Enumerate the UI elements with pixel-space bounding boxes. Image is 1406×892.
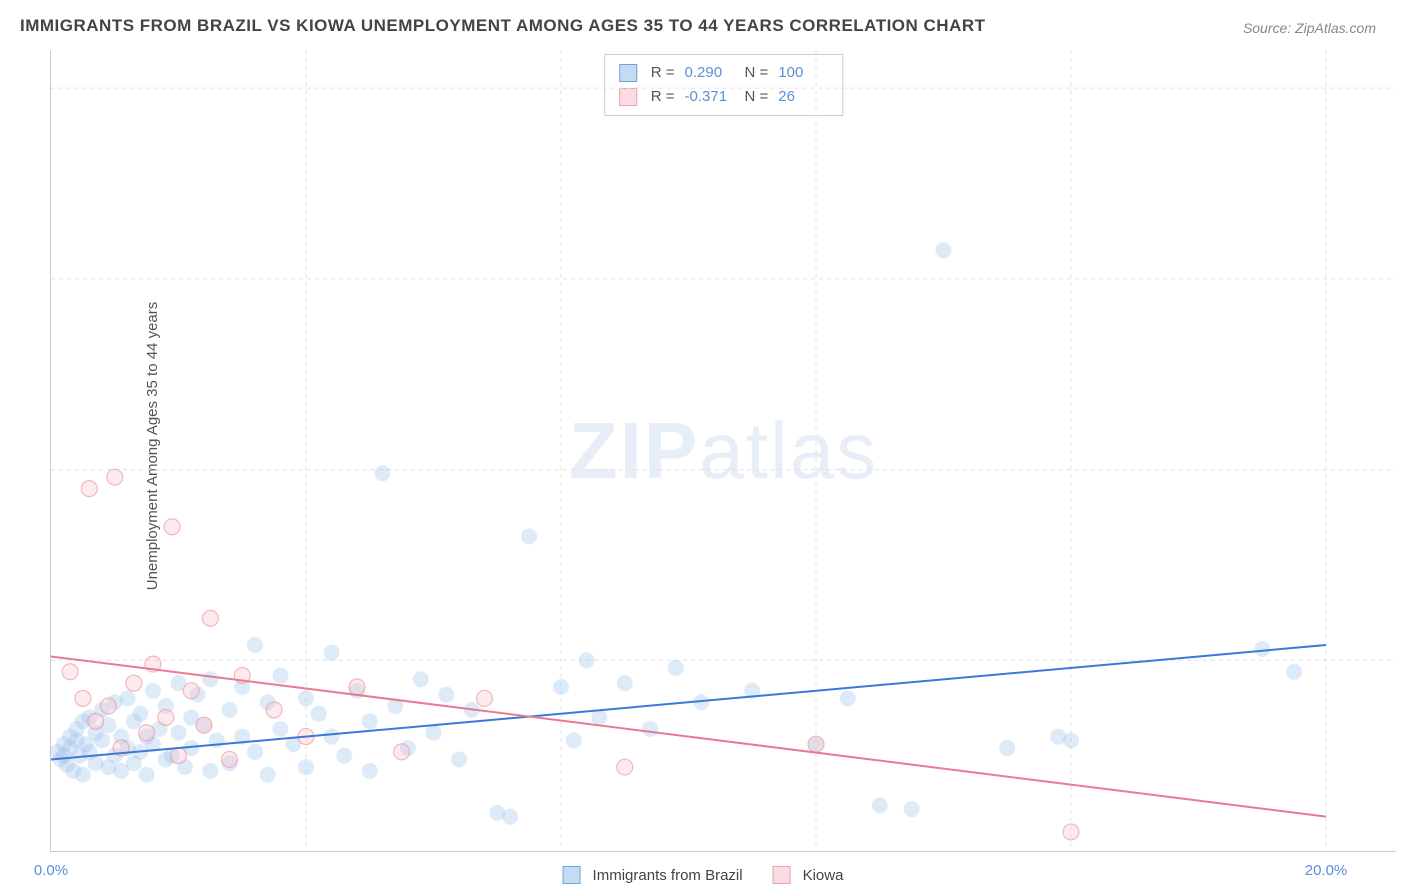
scatter-point-brazil <box>145 683 161 699</box>
scatter-point-brazil <box>1286 664 1302 680</box>
scatter-point-kiowa <box>88 713 104 729</box>
scatter-point-brazil <box>904 801 920 817</box>
scatter-point-kiowa <box>100 698 116 714</box>
scatter-point-brazil <box>298 759 314 775</box>
x-tick-label: 0.0% <box>34 862 68 879</box>
scatter-point-kiowa <box>222 751 238 767</box>
scatter-point-brazil <box>642 721 658 737</box>
scatter-point-brazil <box>502 809 518 825</box>
scatter-point-brazil <box>566 732 582 748</box>
scatter-point-kiowa <box>62 664 78 680</box>
scatter-point-brazil <box>840 690 856 706</box>
scatter-point-kiowa <box>126 675 142 691</box>
scatter-point-kiowa <box>75 690 91 706</box>
scatter-point-brazil <box>579 652 595 668</box>
scatter-point-kiowa <box>1063 824 1079 840</box>
x-tick-label: 20.0% <box>1305 862 1348 879</box>
scatter-point-brazil <box>132 706 148 722</box>
scatter-point-kiowa <box>171 748 187 764</box>
scatter-point-brazil <box>999 740 1015 756</box>
scatter-point-brazil <box>139 767 155 783</box>
scatter-point-brazil <box>362 713 378 729</box>
scatter-point-brazil <box>298 690 314 706</box>
legend-item-kiowa: Kiowa <box>773 866 844 884</box>
scatter-point-brazil <box>617 675 633 691</box>
scatter-point-brazil <box>553 679 569 695</box>
scatter-point-kiowa <box>617 759 633 775</box>
scatter-point-brazil <box>336 748 352 764</box>
scatter-point-kiowa <box>394 744 410 760</box>
scatter-point-brazil <box>451 751 467 767</box>
scatter-point-brazil <box>362 763 378 779</box>
series-legend: Immigrants from Brazil Kiowa <box>563 866 844 884</box>
scatter-point-kiowa <box>266 702 282 718</box>
scatter-point-brazil <box>171 725 187 741</box>
legend-swatch-brazil <box>563 866 581 884</box>
scatter-point-brazil <box>521 528 537 544</box>
scatter-point-brazil <box>1254 641 1270 657</box>
scatter-point-brazil <box>591 710 607 726</box>
scatter-point-brazil <box>202 763 218 779</box>
scatter-point-brazil <box>273 668 289 684</box>
scatter-point-brazil <box>324 729 340 745</box>
scatter-point-brazil <box>94 732 110 748</box>
scatter-point-kiowa <box>202 610 218 626</box>
scatter-point-brazil <box>668 660 684 676</box>
scatter-point-kiowa <box>81 481 97 497</box>
scatter-point-kiowa <box>808 736 824 752</box>
scatter-point-brazil <box>222 702 238 718</box>
scatter-point-brazil <box>75 767 91 783</box>
scatter-point-kiowa <box>107 469 123 485</box>
scatter-point-brazil <box>324 645 340 661</box>
scatter-point-kiowa <box>183 683 199 699</box>
trend-line-brazil <box>51 645 1326 759</box>
scatter-point-brazil <box>426 725 442 741</box>
scatter-point-brazil <box>202 671 218 687</box>
scatter-point-brazil <box>413 671 429 687</box>
legend-label-kiowa: Kiowa <box>803 867 844 884</box>
legend-swatch-kiowa <box>773 866 791 884</box>
scatter-point-kiowa <box>164 519 180 535</box>
scatter-point-brazil <box>247 744 263 760</box>
scatter-point-brazil <box>936 242 952 258</box>
scatter-point-kiowa <box>196 717 212 733</box>
scatter-point-brazil <box>247 637 263 653</box>
scatter-point-brazil <box>1063 732 1079 748</box>
scatter-point-brazil <box>260 767 276 783</box>
legend-item-brazil: Immigrants from Brazil <box>563 866 743 884</box>
source-attribution: Source: ZipAtlas.com <box>1243 20 1376 36</box>
scatter-point-brazil <box>438 687 454 703</box>
scatter-point-kiowa <box>139 725 155 741</box>
scatter-point-kiowa <box>158 710 174 726</box>
chart-title: IMMIGRANTS FROM BRAZIL VS KIOWA UNEMPLOY… <box>20 16 986 36</box>
legend-label-brazil: Immigrants from Brazil <box>593 867 743 884</box>
plot-area: ZIPatlas R = 0.290 N = 100 R = -0.371 N … <box>50 50 1396 852</box>
scatter-point-brazil <box>311 706 327 722</box>
scatter-point-brazil <box>375 465 391 481</box>
scatter-point-kiowa <box>477 690 493 706</box>
scatter-point-brazil <box>273 721 289 737</box>
scatter-point-brazil <box>872 797 888 813</box>
scatter-point-kiowa <box>349 679 365 695</box>
scatter-point-brazil <box>120 690 136 706</box>
plot-svg <box>51 50 1396 851</box>
